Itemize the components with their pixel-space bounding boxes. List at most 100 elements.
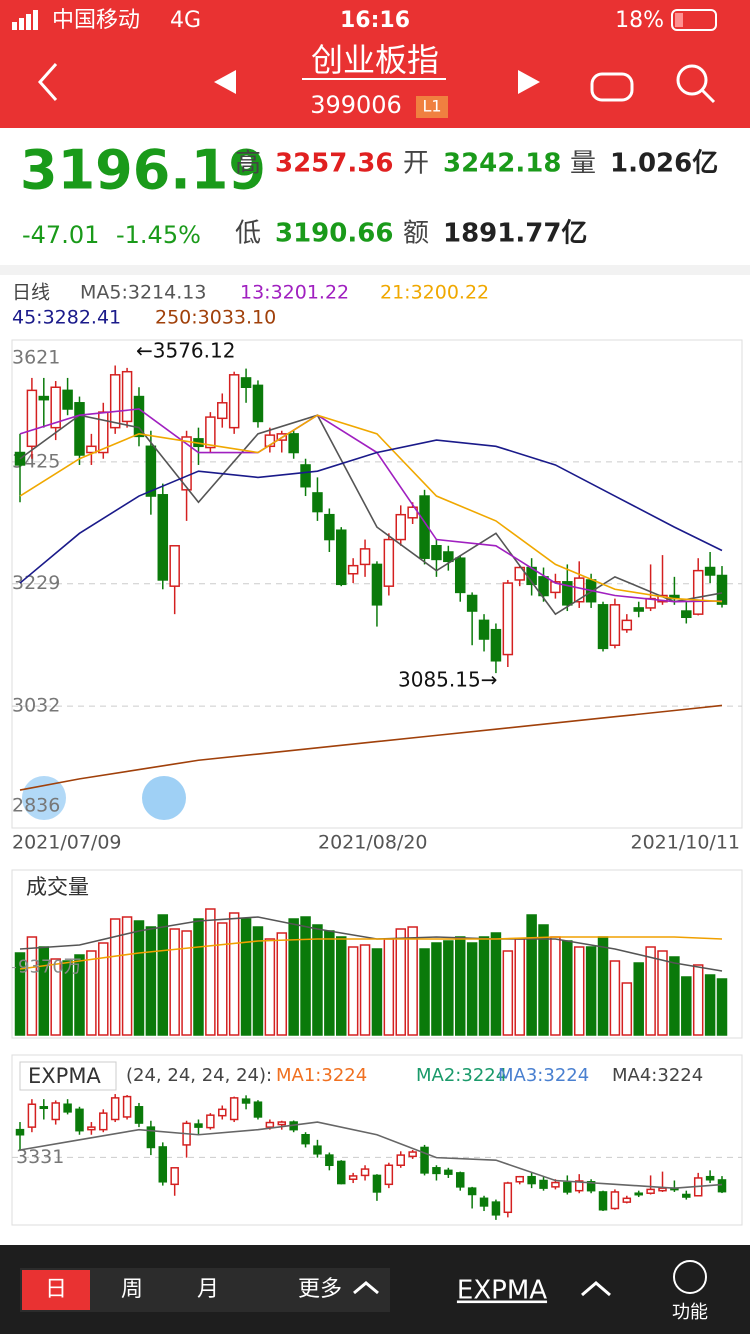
annotation: ←3576.12 (136, 339, 235, 363)
y-tick-label: 3331 (16, 1146, 64, 1168)
expma-candle-body (372, 1174, 382, 1193)
expma-candle-body (241, 1098, 251, 1104)
volume-bar (704, 974, 716, 1036)
field-label: 额 (403, 219, 429, 249)
expma-params: (24, 24, 24, 24): (126, 1065, 272, 1086)
expma-candle-body (158, 1146, 168, 1183)
candle-body (502, 582, 514, 656)
expma-candle-body (301, 1133, 310, 1145)
y-tick-label: 3229 (12, 572, 60, 594)
stock-code: 399006 (310, 91, 402, 119)
volume-bar (407, 926, 418, 1036)
expand-button[interactable] (142, 776, 186, 820)
next-button[interactable] (518, 70, 540, 94)
volume-bar (74, 954, 85, 1036)
period-tab[interactable]: 日 (45, 1277, 67, 1302)
volume-bar (466, 942, 478, 1036)
ma-legend: 250:3033.10 (155, 307, 276, 329)
candle-body (573, 577, 585, 603)
menu-icon[interactable] (673, 1260, 707, 1294)
period-tab[interactable]: 更多 (298, 1277, 342, 1302)
volume-bar (347, 946, 359, 1036)
candle-body (228, 374, 240, 429)
volume-bar (657, 950, 668, 1036)
expma-candle-body (122, 1095, 132, 1118)
candle-body (169, 545, 180, 587)
candle-body (443, 551, 454, 563)
volume-bar (633, 962, 644, 1036)
field-value: 1.026亿 (610, 149, 718, 179)
network: 4G (170, 8, 201, 33)
period-tab[interactable]: 周 (121, 1277, 143, 1302)
candle-body (288, 433, 299, 454)
candle-body (490, 628, 502, 662)
volume-bar (109, 918, 121, 1036)
x-tick-label: 2021/08/20 (318, 832, 428, 854)
search-button[interactable] (676, 64, 708, 96)
expma-candle-body (63, 1103, 72, 1113)
battery-text: 18% (615, 8, 664, 33)
ma-line (19, 704, 723, 791)
robot-button[interactable] (590, 72, 634, 102)
candle-body (347, 564, 359, 575)
annotation: 3085.15→ (398, 668, 497, 692)
candle-body (621, 619, 633, 631)
expma-candle-body (467, 1187, 477, 1196)
x-tick-label: 2021/07/09 (12, 832, 122, 854)
expma-candle-body (574, 1180, 584, 1192)
volume-bar (217, 922, 228, 1036)
expma-candle-body (253, 1101, 263, 1118)
candle-body (383, 538, 395, 587)
candle-body (26, 389, 38, 448)
volume-bar (383, 938, 395, 1036)
page-title: 创业板指 (311, 41, 439, 79)
volume-bar (419, 948, 430, 1036)
y-tick-label: 3621 (12, 347, 60, 369)
volume-bar (50, 958, 61, 1036)
indicator-arrow[interactable] (581, 1281, 611, 1297)
expma-legend: MA4:3224 (612, 1065, 703, 1086)
candle-body (633, 607, 644, 612)
expma-candle-body (515, 1175, 524, 1183)
indicator-tab[interactable]: EXPMA (457, 1276, 547, 1306)
period-tab[interactable]: 月 (197, 1277, 219, 1302)
candle-body (252, 384, 264, 423)
more-arrow[interactable] (353, 1281, 379, 1295)
candle-body (336, 529, 347, 586)
volume-bar (14, 952, 26, 1036)
prev-button[interactable] (214, 70, 236, 94)
expma-candle-body (75, 1108, 84, 1132)
volume-bar (98, 942, 109, 1036)
field-label: 低 (235, 219, 261, 249)
panel-title: 成交量 (26, 875, 89, 899)
expma-candle-body (15, 1128, 25, 1136)
expma-candle-body (705, 1175, 715, 1181)
candle-body (86, 445, 97, 454)
candle-body (359, 548, 371, 566)
status-icons (12, 9, 717, 31)
volume-bar (157, 914, 169, 1036)
field-label: 量 (570, 149, 596, 179)
volume-bar (490, 932, 502, 1036)
ma-legend: MA5:3214.13 (80, 282, 206, 304)
expma-legend: MA3:3224 (498, 1065, 589, 1086)
volume-bar (252, 926, 264, 1036)
volume-bar (645, 946, 656, 1036)
volume-bar (228, 912, 240, 1036)
volume-bar (312, 924, 323, 1036)
expma-button[interactable] (19, 1061, 117, 1091)
candle-body (240, 377, 252, 388)
candle-body (466, 594, 478, 612)
menu-tab[interactable]: 功能 (672, 1302, 708, 1323)
volume-bar (359, 944, 371, 1036)
volume-bar (395, 928, 406, 1036)
expma-candle-body (337, 1160, 346, 1185)
expma-candle-body (396, 1154, 405, 1167)
expma-candle-body (479, 1197, 489, 1207)
expma-legend: MA2:3224 (416, 1065, 507, 1086)
back-button[interactable] (37, 63, 58, 101)
volume-bar (145, 926, 157, 1036)
period: 日线 (12, 282, 50, 304)
candle-body (395, 513, 406, 541)
